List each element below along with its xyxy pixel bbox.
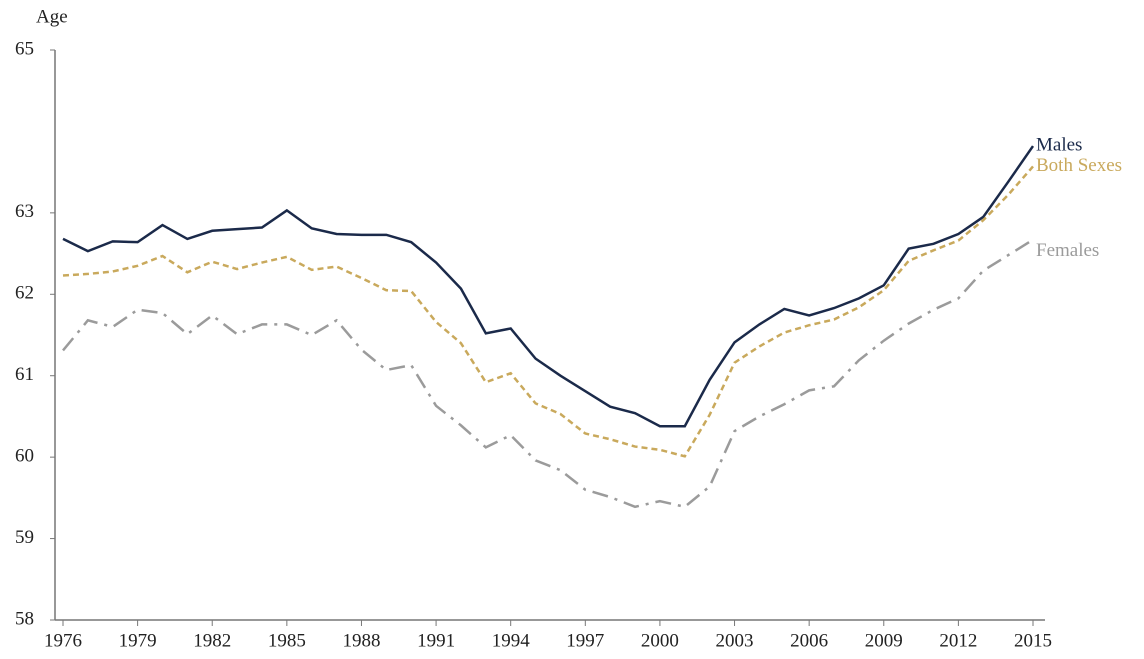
y-tick-label: 58 (15, 608, 34, 629)
series-line (62, 145, 1035, 428)
y-tick-label: 59 (15, 527, 34, 548)
y-tick-label: 60 (15, 446, 34, 467)
x-tick-label: 2006 (790, 630, 828, 651)
x-tick-label: 1988 (342, 630, 380, 651)
y-tick-label: 63 (15, 201, 34, 222)
series-line (62, 165, 1034, 458)
x-tick-label: 1979 (119, 630, 157, 651)
series-label: Females (1036, 240, 1099, 261)
x-tick-label: 1994 (492, 630, 531, 651)
x-tick-label: 2003 (716, 630, 754, 651)
x-tick-label: 2000 (641, 630, 679, 651)
y-tick-label: 62 (15, 283, 34, 304)
x-tick-label: 2012 (939, 630, 977, 651)
x-tick-label: 2015 (1014, 630, 1052, 651)
series-line (62, 238, 1034, 509)
x-tick-label: 1997 (566, 630, 604, 651)
x-tick-label: 1985 (268, 630, 306, 651)
x-tick-label: 2009 (865, 630, 903, 651)
y-tick-label: 65 (15, 38, 34, 59)
series-label: Males (1036, 134, 1082, 155)
y-axis-label: Age (36, 6, 68, 27)
x-tick-label: 1982 (193, 630, 231, 651)
y-tick-label: 61 (15, 364, 34, 385)
x-tick-label: 1991 (417, 630, 455, 651)
x-tick-label: 1976 (44, 630, 82, 651)
series-label: Both Sexes (1036, 155, 1122, 176)
